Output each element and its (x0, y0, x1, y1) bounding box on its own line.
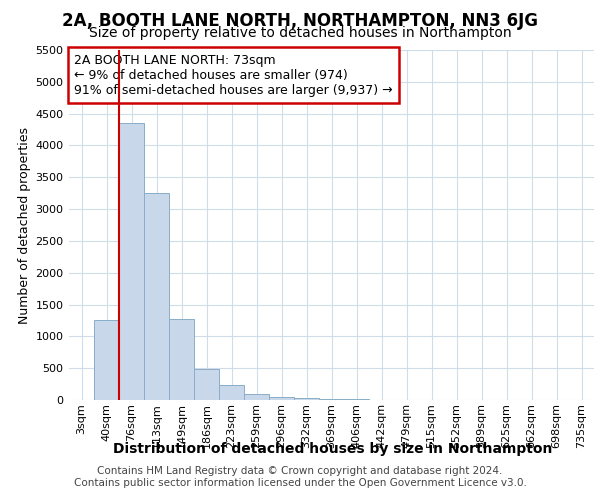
Text: Distribution of detached houses by size in Northampton: Distribution of detached houses by size … (113, 442, 553, 456)
Bar (219, 385, 244, 400)
Bar (119, 123, 144, 400)
Bar (269, 397, 294, 400)
Bar (244, 394, 269, 400)
Bar (319, 399, 344, 400)
Bar (294, 398, 319, 400)
Text: Size of property relative to detached houses in Northampton: Size of property relative to detached ho… (89, 26, 511, 40)
Bar (144, 193, 169, 400)
Y-axis label: Number of detached properties: Number of detached properties (18, 126, 31, 324)
Text: 2A BOOTH LANE NORTH: 73sqm
← 9% of detached houses are smaller (974)
91% of semi: 2A BOOTH LANE NORTH: 73sqm ← 9% of detac… (74, 54, 393, 96)
Bar (94, 320, 119, 400)
Text: 2A, BOOTH LANE NORTH, NORTHAMPTON, NN3 6JG: 2A, BOOTH LANE NORTH, NORTHAMPTON, NN3 6… (62, 12, 538, 30)
Bar (194, 370, 219, 400)
Text: Contains HM Land Registry data © Crown copyright and database right 2024.
Contai: Contains HM Land Registry data © Crown c… (74, 466, 526, 487)
Bar (169, 318, 194, 400)
